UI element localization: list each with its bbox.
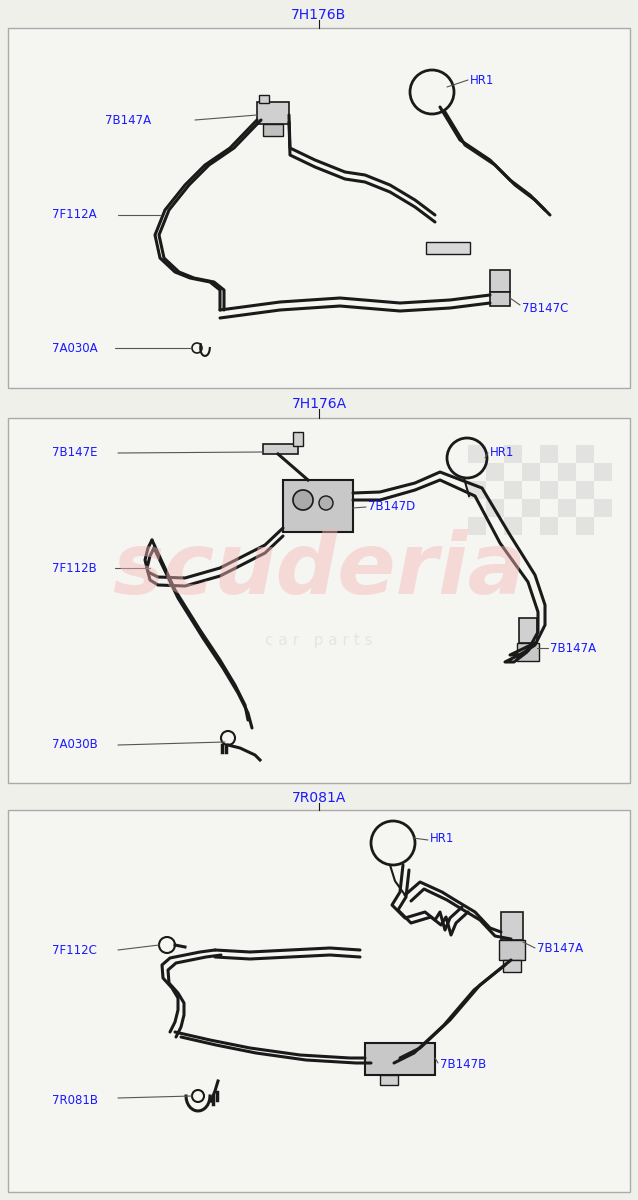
Circle shape xyxy=(293,490,313,510)
Bar xyxy=(504,445,522,463)
Bar xyxy=(263,124,283,136)
Text: HR1: HR1 xyxy=(490,446,514,460)
Bar xyxy=(594,463,612,481)
Text: 7A030A: 7A030A xyxy=(52,342,98,354)
Bar xyxy=(486,499,504,517)
Bar xyxy=(540,517,558,535)
Text: 7B147D: 7B147D xyxy=(368,500,415,514)
Circle shape xyxy=(319,496,333,510)
Text: 7A030B: 7A030B xyxy=(52,738,98,751)
Bar xyxy=(517,643,539,661)
Bar xyxy=(426,242,470,254)
Bar xyxy=(486,463,504,481)
Bar xyxy=(259,95,269,103)
Bar xyxy=(380,1075,398,1085)
Text: c a r   p a r t s: c a r p a r t s xyxy=(265,634,373,648)
Text: 7R081A: 7R081A xyxy=(292,791,346,805)
Text: scuderia: scuderia xyxy=(112,529,526,612)
Bar xyxy=(263,444,298,454)
Text: 7F112A: 7F112A xyxy=(52,209,96,222)
Text: 7B147E: 7B147E xyxy=(52,446,98,460)
Text: 7B147A: 7B147A xyxy=(550,642,596,654)
Bar xyxy=(540,445,558,463)
Bar xyxy=(283,480,353,532)
Text: HR1: HR1 xyxy=(430,832,454,845)
Bar xyxy=(519,618,537,643)
Bar xyxy=(365,1043,435,1075)
Text: 7H176A: 7H176A xyxy=(292,397,346,410)
Bar xyxy=(504,517,522,535)
Bar xyxy=(293,432,303,446)
Bar xyxy=(576,445,594,463)
Bar xyxy=(522,499,540,517)
Bar xyxy=(540,481,558,499)
Text: 7R081B: 7R081B xyxy=(52,1093,98,1106)
FancyBboxPatch shape xyxy=(8,418,630,782)
Text: 7H176B: 7H176B xyxy=(292,8,346,22)
Bar xyxy=(490,270,510,292)
Text: HR1: HR1 xyxy=(470,73,494,86)
Text: 7B147A: 7B147A xyxy=(105,114,151,126)
Bar xyxy=(558,463,576,481)
Text: 7B147A: 7B147A xyxy=(537,942,583,954)
Text: 7B147B: 7B147B xyxy=(440,1058,486,1072)
Bar xyxy=(558,499,576,517)
Bar xyxy=(576,481,594,499)
Bar xyxy=(503,960,521,972)
Bar xyxy=(501,912,523,940)
Bar xyxy=(257,102,289,124)
FancyBboxPatch shape xyxy=(8,28,630,388)
Text: 7F112B: 7F112B xyxy=(52,562,97,575)
Bar xyxy=(594,499,612,517)
Text: 7B147C: 7B147C xyxy=(522,301,568,314)
Text: 7F112C: 7F112C xyxy=(52,943,97,956)
FancyBboxPatch shape xyxy=(8,810,630,1192)
Bar xyxy=(504,481,522,499)
Bar xyxy=(468,517,486,535)
Bar xyxy=(468,445,486,463)
Bar xyxy=(576,517,594,535)
Bar xyxy=(490,292,510,306)
Bar xyxy=(522,463,540,481)
Bar xyxy=(499,940,525,960)
Bar xyxy=(468,481,486,499)
